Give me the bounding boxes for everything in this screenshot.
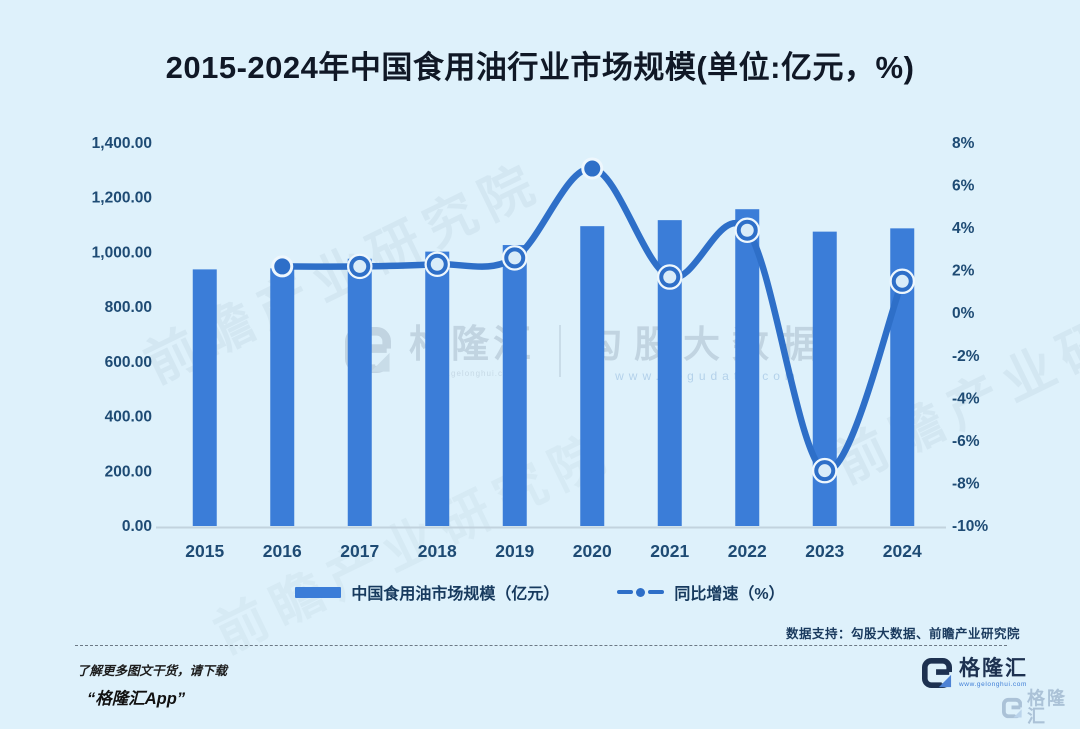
- footer-divider: [75, 645, 1007, 646]
- bar-2015: [192, 269, 217, 526]
- svg-text:2016: 2016: [263, 541, 302, 561]
- svg-text:2019: 2019: [495, 541, 534, 561]
- app-name-text: “格隆汇App”: [87, 690, 186, 708]
- svg-text:2024: 2024: [883, 541, 922, 561]
- svg-text:0.00: 0.00: [122, 518, 152, 535]
- svg-text:2015: 2015: [185, 541, 224, 561]
- bar-2016: [270, 268, 295, 526]
- svg-text:-8%: -8%: [952, 475, 980, 492]
- bar-series-label: 中国食用油市场规模（亿元）: [351, 586, 560, 603]
- bar-series-swatch: [295, 586, 342, 598]
- svg-text:800.00: 800.00: [105, 299, 152, 316]
- svg-text:-10%: -10%: [952, 518, 988, 535]
- svg-text:1,200.00: 1,200.00: [92, 190, 152, 207]
- bar-2020: [580, 226, 605, 526]
- marker-ring-2023: [812, 457, 838, 484]
- svg-text:400.00: 400.00: [105, 409, 152, 426]
- svg-text:200.00: 200.00: [105, 463, 152, 480]
- marker-ring-2022: [734, 217, 760, 243]
- svg-text:-6%: -6%: [952, 433, 980, 450]
- line-markers: [271, 157, 915, 484]
- bar-2019: [502, 245, 527, 526]
- legend-item-market-size: 中国食用油市场规模（亿元）: [295, 580, 559, 604]
- marker-2017: [349, 255, 371, 277]
- right-axis-ticks: -10% -8% -6% -4% -2% 0% 2% 4% 6% 8%: [952, 135, 988, 535]
- brand-name: 格隆汇: [1027, 689, 1067, 728]
- marker-ring-2019: [502, 245, 528, 271]
- chart-legend: 中国食用油市场规模（亿元） 同比增速（%）: [0, 580, 1080, 604]
- footer-promo: 了解更多图文干货，请下载 “格隆汇App”: [77, 660, 227, 709]
- svg-text:1,400.00: 1,400.00: [92, 135, 152, 152]
- marker-2021: [659, 266, 681, 288]
- promo-text: 了解更多图文干货，请下载: [77, 664, 228, 678]
- svg-text:1,000.00: 1,000.00: [92, 244, 152, 261]
- svg-text:2022: 2022: [728, 541, 767, 561]
- line-series-label: 同比增速（%）: [674, 586, 785, 603]
- svg-text:2%: 2%: [952, 263, 975, 280]
- marker-2022: [736, 219, 758, 241]
- marker-2024: [891, 270, 913, 292]
- svg-text:-2%: -2%: [952, 348, 980, 365]
- bar-series: [192, 209, 915, 527]
- svg-text:4%: 4%: [952, 220, 975, 237]
- svg-text:2018: 2018: [418, 541, 457, 561]
- chart-canvas: 0.00 200.00 400.00 600.00 800.00 1,000.00 1,20…: [92, 135, 989, 561]
- marker-ring-2017: [347, 253, 373, 280]
- corner-watermark-logo: 格隆汇: [1002, 690, 1076, 726]
- svg-text:2021: 2021: [650, 541, 689, 561]
- svg-text:6%: 6%: [952, 178, 975, 195]
- marker-2023: [814, 460, 836, 482]
- svg-text:2017: 2017: [340, 541, 379, 561]
- left-axis-ticks: 0.00 200.00 400.00 600.00 800.00 1,000.00 1,20…: [92, 135, 152, 535]
- marker-2019: [504, 247, 526, 269]
- svg-text:0%: 0%: [952, 305, 975, 322]
- marker-2018: [426, 253, 448, 275]
- marker-2016: [271, 255, 294, 278]
- svg-text:2020: 2020: [573, 541, 612, 561]
- legend-item-growth: 同比增速（%）: [617, 580, 785, 604]
- svg-text:2023: 2023: [805, 541, 844, 561]
- line-series-swatch: [617, 587, 665, 597]
- bar-2017: [347, 258, 372, 526]
- brand-name: 格隆汇: [959, 657, 1028, 680]
- bar-2022: [735, 209, 760, 526]
- gelonghui-g-icon: [1002, 697, 1023, 719]
- brand-url: www.gelonghui.com: [959, 681, 1028, 688]
- data-support-credit: 数据支持：勾股大数据、前瞻产业研究院: [785, 627, 1020, 641]
- svg-text:-4%: -4%: [952, 390, 980, 407]
- bar-2018: [425, 251, 450, 527]
- marker-ring-2024: [889, 268, 915, 295]
- marker-ring-2021: [657, 264, 683, 290]
- svg-text:8%: 8%: [952, 135, 975, 152]
- chart-title: 2015-2024年中国食用油行业市场规模(单位:亿元，%): [165, 50, 915, 85]
- svg-text:600.00: 600.00: [105, 354, 152, 371]
- marker-ring-2018: [424, 251, 450, 278]
- gelonghui-logo: 格隆汇 www.gelonghui.com: [922, 658, 1028, 688]
- x-axis-labels: 2015 2016 2017 2018 2019 2020 2021 2022 2023 2024: [185, 541, 922, 561]
- marker-2020: [581, 157, 604, 180]
- gelonghui-g-icon: [922, 658, 952, 688]
